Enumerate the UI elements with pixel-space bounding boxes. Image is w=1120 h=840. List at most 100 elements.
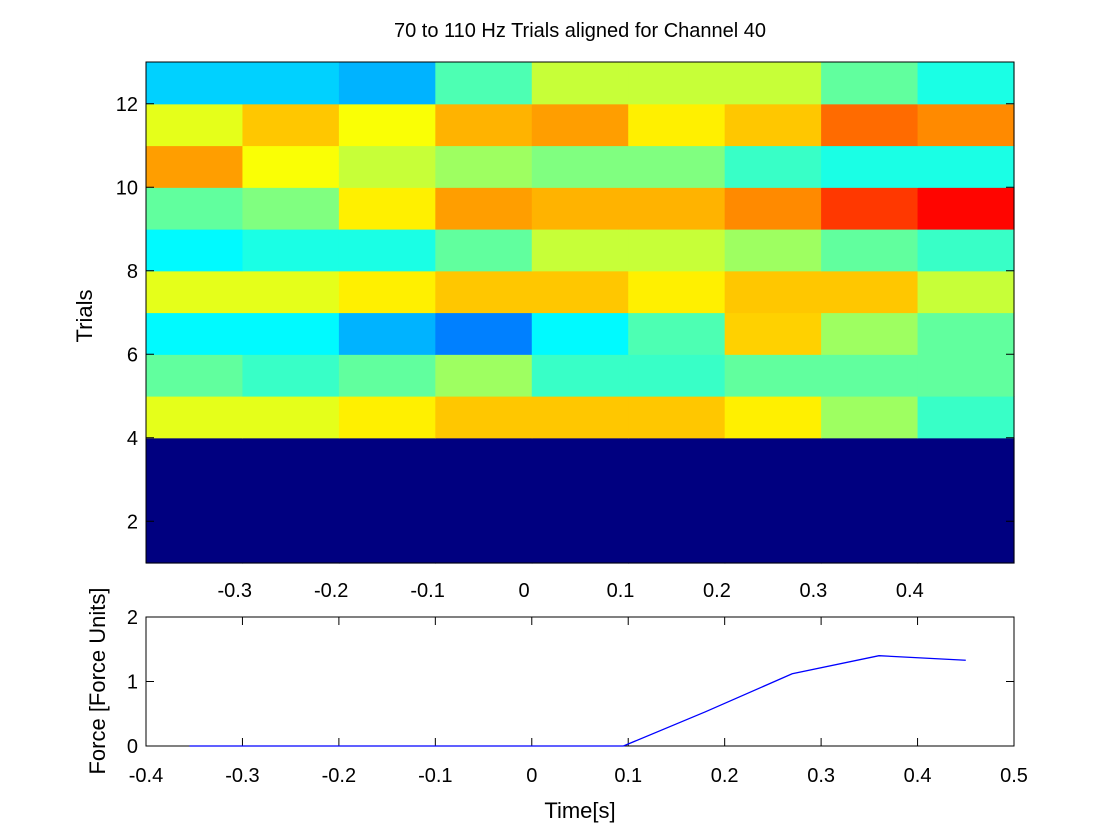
- heatmap-cell: [242, 145, 340, 188]
- heatmap-cell: [242, 396, 340, 439]
- heatmap-cell: [338, 103, 436, 147]
- heatmap-cell: [242, 312, 340, 355]
- force-x-axis-label: Time[s]: [544, 798, 615, 823]
- heatmap-cell: [821, 229, 919, 272]
- heatmap-cell: [821, 187, 919, 230]
- heatmap-cell: [338, 354, 436, 397]
- heatmap-y-tick-label: 2: [127, 511, 138, 533]
- heatmap-cell: [435, 145, 533, 188]
- heatmap-cell: [917, 62, 1015, 105]
- heatmap-cell: [531, 437, 629, 564]
- force-x-tick-label: -0.3: [225, 765, 259, 787]
- heatmap-cell: [338, 229, 436, 272]
- heatmap-cell: [821, 312, 919, 355]
- heatmap-cell: [435, 312, 533, 355]
- heatmap-cell: [628, 312, 726, 355]
- heatmap-axes-box: [145, 61, 1015, 564]
- heatmap-cell: [435, 270, 533, 314]
- heatmap-cell: [338, 62, 436, 105]
- heatmap-cell: [917, 229, 1015, 272]
- heatmap-cell: [531, 270, 629, 314]
- heatmap-x-tick-label: 0.3: [799, 580, 827, 602]
- heatmap-cell: [242, 229, 340, 272]
- heatmap-cell: [435, 229, 533, 272]
- heatmap-x-tick-label: -0.2: [314, 580, 348, 602]
- heatmap-cell: [531, 396, 629, 439]
- heatmap-cell: [338, 145, 436, 188]
- heatmap-cell: [821, 354, 919, 397]
- heatmap-cell: [917, 312, 1015, 355]
- force-x-tick-label: 0.1: [614, 765, 642, 787]
- force-x-ticks: -0.4 -0.3 -0.2 -0.1 0 0.1 0.2 0.3 0.4 0.5: [129, 617, 1028, 787]
- heatmap-cell: [242, 437, 340, 564]
- heatmap-cell: [628, 229, 726, 272]
- heatmap-cell: [821, 437, 919, 564]
- heatmap-cell: [146, 396, 244, 439]
- heatmap-x-tick-label: 0.2: [703, 580, 731, 602]
- force-x-tick-label: 0.2: [711, 765, 739, 787]
- heatmap-cell: [338, 187, 436, 230]
- heatmap-cell: [435, 103, 533, 147]
- force-x-tick-label: 0.4: [904, 765, 932, 787]
- heatmap-cells: [146, 62, 1015, 564]
- heatmap-y-tick-label: 4: [127, 428, 138, 450]
- force-y-tick-label: 2: [127, 607, 138, 629]
- heatmap-cell: [917, 396, 1015, 439]
- heatmap-y-tick-label: 12: [116, 94, 138, 116]
- force-y-tick-label: 1: [127, 672, 138, 694]
- heatmap-cell: [917, 354, 1015, 397]
- heatmap-cell: [628, 270, 726, 314]
- heatmap-cell: [531, 354, 629, 397]
- heatmap-cell: [531, 229, 629, 272]
- force-series-line: [189, 655, 966, 747]
- heatmap-cell: [531, 62, 629, 105]
- heatmap-cell: [146, 103, 244, 147]
- heatmap-cell: [531, 145, 629, 188]
- heatmap-cell: [435, 354, 533, 397]
- heatmap-cell: [146, 62, 244, 105]
- heatmap-cell: [917, 437, 1015, 564]
- heatmap-cell: [146, 312, 244, 355]
- force-x-tick-label: -0.4: [129, 765, 163, 787]
- heatmap-cell: [146, 437, 244, 564]
- heatmap-cell: [338, 437, 436, 564]
- heatmap-cell: [821, 396, 919, 439]
- force-series: [189, 655, 966, 747]
- heatmap-x-tick-label: -0.1: [410, 580, 444, 602]
- heatmap-cell: [724, 437, 822, 564]
- heatmap-cell: [628, 354, 726, 397]
- force-y-tick-label: 0: [127, 736, 138, 758]
- force-x-tick-label: -0.1: [418, 765, 452, 787]
- heatmap-x-tick-label: 0.4: [896, 580, 924, 602]
- heatmap-cell: [146, 187, 244, 230]
- heatmap-cell: [724, 396, 822, 439]
- heatmap-cell: [724, 229, 822, 272]
- heatmap-cell: [242, 103, 340, 147]
- heatmap-cell: [146, 145, 244, 188]
- heatmap-cell: [821, 270, 919, 314]
- heatmap-y-ticks: 2 4 6 8 10 12: [116, 94, 1014, 533]
- heatmap-cell: [338, 312, 436, 355]
- heatmap-cell: [531, 312, 629, 355]
- heatmap-cell: [435, 62, 533, 105]
- heatmap-cell: [531, 103, 629, 147]
- heatmap-cell: [917, 187, 1015, 230]
- heatmap-cell: [628, 62, 726, 105]
- heatmap-cell: [628, 187, 726, 230]
- heatmap-cell: [435, 396, 533, 439]
- heatmap-cell: [724, 103, 822, 147]
- force-y-axis-label: Force [Force Units]: [85, 587, 110, 774]
- force-x-tick-label: 0.3: [807, 765, 835, 787]
- heatmap-y-tick-label: 8: [127, 261, 138, 283]
- heatmap-cell: [724, 312, 822, 355]
- figure-title: 70 to 110 Hz Trials aligned for Channel …: [394, 20, 766, 42]
- heatmap-cell: [724, 145, 822, 188]
- heatmap-cell: [242, 270, 340, 314]
- heatmap-cell: [628, 145, 726, 188]
- heatmap-y-tick-label: 6: [127, 344, 138, 366]
- heatmap-x-tick-label: -0.3: [217, 580, 251, 602]
- heatmap-cell: [242, 187, 340, 230]
- heatmap-x-tick-label: 0.1: [607, 580, 635, 602]
- heatmap-cell: [821, 145, 919, 188]
